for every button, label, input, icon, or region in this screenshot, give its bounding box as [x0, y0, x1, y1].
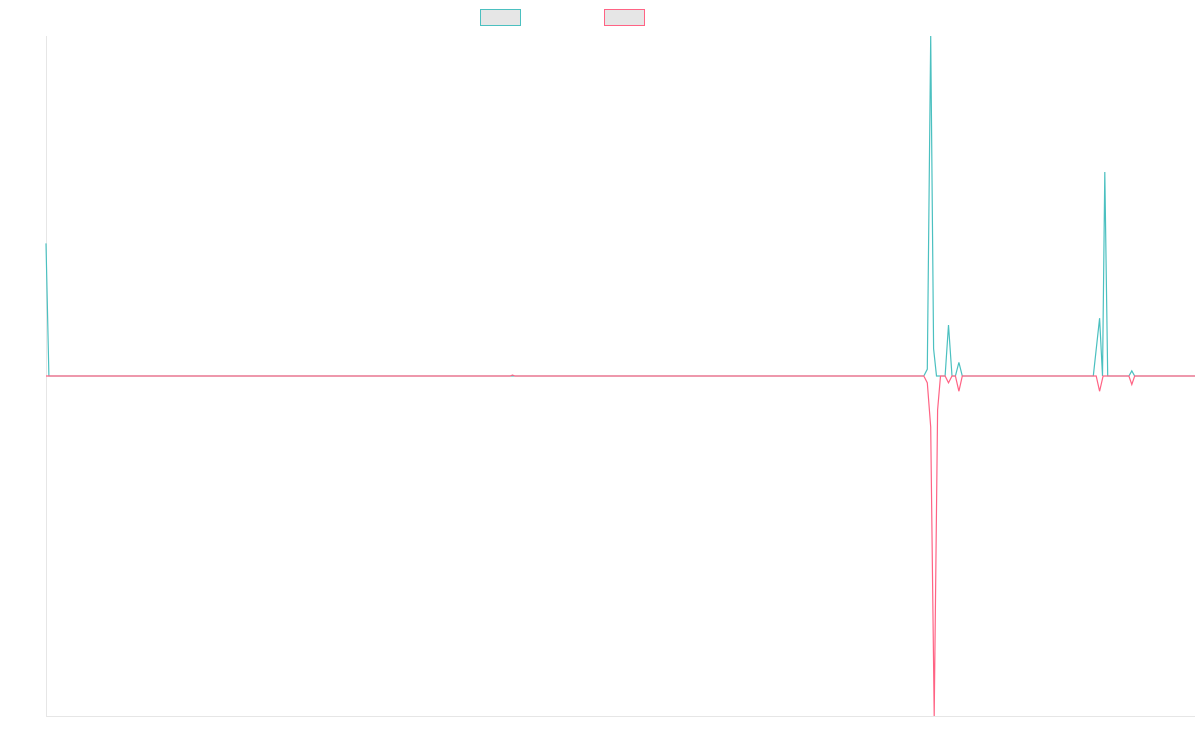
series-group [45, 35, 1195, 717]
series-line-a [45, 35, 1195, 377]
legend-swatch-a[interactable] [480, 9, 521, 26]
series-line-b [46, 374, 1195, 717]
legend [480, 9, 645, 26]
legend-swatch-b[interactable] [604, 9, 645, 26]
